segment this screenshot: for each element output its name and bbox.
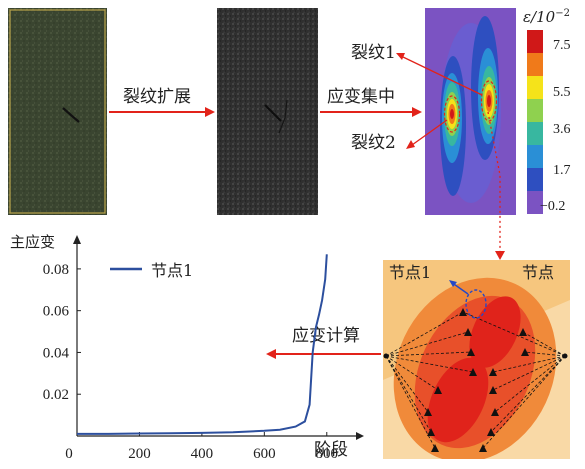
colorbar-title: ε/10−2 xyxy=(523,8,570,26)
strain-contour-map xyxy=(425,8,516,215)
strain-contour-svg xyxy=(425,8,516,215)
colorbar-band xyxy=(527,168,543,192)
node-label: 节点 xyxy=(522,263,555,282)
chart-xlabel: 阶段 xyxy=(314,440,348,460)
x-tick-label: 800 xyxy=(316,446,339,462)
colorbar-svg xyxy=(527,30,543,214)
arrow-crack-growth xyxy=(109,107,215,117)
specimen-image-2-texture xyxy=(217,8,318,215)
series-line xyxy=(77,254,328,435)
legend-label: 节点1 xyxy=(151,261,194,280)
y-tick-label: 0.08 xyxy=(43,262,69,278)
colorbar-band xyxy=(527,76,543,100)
node1-pointer-head xyxy=(449,280,457,287)
colorbar-band xyxy=(527,145,543,169)
colorbar-tick: −0.2 xyxy=(540,199,566,214)
x-tick-label: 200 xyxy=(128,446,151,462)
colorbar-title-text: ε/10 xyxy=(523,8,556,26)
colorbar-band xyxy=(527,53,543,77)
node1-label: 节点1 xyxy=(389,263,432,282)
node-markers xyxy=(383,308,568,452)
y-tick-label: 0.02 xyxy=(43,387,69,403)
specimen-image-1 xyxy=(8,8,107,215)
x-tick-label: 400 xyxy=(191,446,214,462)
colorbar-band xyxy=(527,191,543,214)
label-crack2: 裂纹2 xyxy=(351,133,396,153)
node-strain-map xyxy=(383,260,570,459)
node-lines xyxy=(385,311,566,449)
y-tick-label: 0.04 xyxy=(43,345,70,361)
label-crack-growth: 裂纹扩展 xyxy=(123,87,191,107)
crack-mark-1 xyxy=(62,107,80,123)
y-axis-arrow xyxy=(73,235,81,244)
colorbar-tick: 1.7 xyxy=(553,163,571,178)
crack-mark-2 xyxy=(264,104,282,122)
colorbar-tick: 3.6 xyxy=(553,122,571,137)
specimen-image-1-texture xyxy=(8,8,107,215)
label-strain-concentration: 应变集中 xyxy=(327,87,395,107)
strain-chart: 0 200 400 600 800 0.02 0.04 0.06 0.08 xyxy=(0,230,365,469)
colorbar-band xyxy=(527,122,543,146)
colorbar xyxy=(527,30,543,214)
colorbar-band xyxy=(527,99,543,123)
chart-ylabel: 主应变 xyxy=(10,233,56,251)
crack-mark-3 xyxy=(278,99,288,134)
y-tick-label: 0.06 xyxy=(43,304,70,320)
arrow-strain-concentration xyxy=(320,107,422,117)
colorbar-title-exponent: −2 xyxy=(555,8,570,19)
colorbar-tick: 5.5 xyxy=(553,85,571,100)
label-strain-calculation: 应变计算 xyxy=(292,326,360,346)
x-axis-arrow xyxy=(356,432,364,440)
colorbar-band xyxy=(527,30,543,54)
colorbar-tick: 7.5 xyxy=(553,38,571,53)
strain-chart-svg: 0 200 400 600 800 0.02 0.04 0.06 0.08 xyxy=(43,235,364,462)
specimen-image-2 xyxy=(217,8,318,215)
x-tick-label: 600 xyxy=(253,446,276,462)
x-tick-label: 0 xyxy=(65,446,73,462)
crack2-highlight xyxy=(443,95,461,133)
node1-highlight xyxy=(465,289,487,319)
node-strain-map-svg xyxy=(383,260,570,459)
label-crack1: 裂纹1 xyxy=(351,43,396,63)
